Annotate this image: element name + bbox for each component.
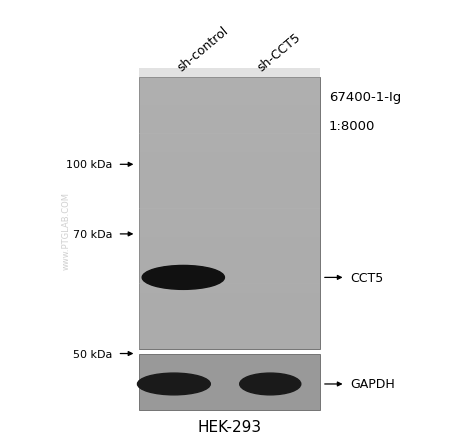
Text: CCT5: CCT5 <box>350 271 384 284</box>
Bar <box>139 134 320 144</box>
Text: HEK-293: HEK-293 <box>197 419 261 434</box>
Bar <box>139 354 320 410</box>
Bar <box>139 302 320 312</box>
Text: 100 kDa: 100 kDa <box>66 160 113 170</box>
Bar <box>139 78 320 349</box>
Bar <box>139 274 320 284</box>
Bar <box>139 256 320 265</box>
Bar <box>139 162 320 172</box>
Text: GAPDH: GAPDH <box>350 378 395 391</box>
Bar <box>139 144 320 153</box>
Bar <box>139 340 320 349</box>
Bar <box>139 87 320 97</box>
Bar <box>139 125 320 134</box>
Bar <box>139 331 320 340</box>
Bar <box>139 312 320 321</box>
Bar <box>139 284 320 293</box>
Bar <box>139 78 320 88</box>
Bar <box>139 97 320 106</box>
Text: 1:8000: 1:8000 <box>329 119 376 132</box>
Bar <box>139 190 320 200</box>
Bar <box>139 247 320 256</box>
Ellipse shape <box>240 373 301 395</box>
Bar <box>139 171 320 181</box>
Bar <box>139 153 320 162</box>
Bar <box>139 321 320 331</box>
Text: sh-control: sh-control <box>175 24 231 74</box>
Bar <box>139 209 320 218</box>
Text: 50 kDa: 50 kDa <box>73 349 113 358</box>
Bar <box>139 181 320 191</box>
Text: sh-CCT5: sh-CCT5 <box>255 30 303 74</box>
Text: 70 kDa: 70 kDa <box>73 230 113 239</box>
Bar <box>139 115 320 125</box>
Bar <box>139 106 320 115</box>
Text: 67400-1-Ig: 67400-1-Ig <box>329 91 401 104</box>
Bar <box>139 265 320 275</box>
Bar <box>139 228 320 237</box>
Bar <box>139 293 320 302</box>
Bar <box>139 237 320 247</box>
Ellipse shape <box>142 266 225 290</box>
Ellipse shape <box>138 373 211 395</box>
Bar <box>139 218 320 228</box>
Bar <box>139 69 320 78</box>
Bar <box>139 200 320 209</box>
Text: www.PTGLAB.COM: www.PTGLAB.COM <box>61 191 70 269</box>
